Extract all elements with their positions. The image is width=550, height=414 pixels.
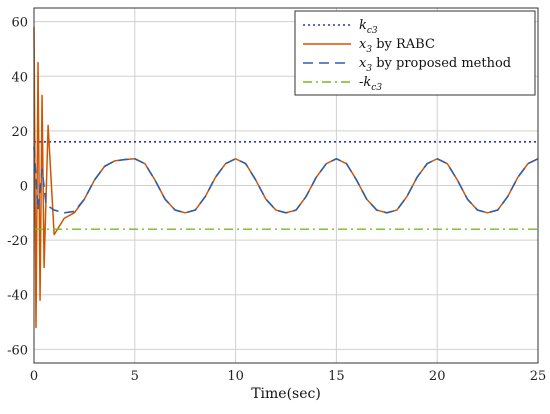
series-group: [33, 27, 539, 329]
x-tick-label: 25: [530, 369, 547, 384]
y-tick-label: -60: [7, 343, 28, 358]
legend-entry-3: x3 by proposed method: [359, 56, 511, 74]
x-axis-label: Time(sec): [251, 386, 321, 402]
legend-entry-4: -kc3: [359, 75, 382, 93]
tick-labels: 0 5 10 15 20 25 -60 -40 -20 0 20 40 60: [7, 16, 546, 384]
y-tick-label: 0: [20, 180, 28, 195]
y-tick-label: -40: [7, 289, 28, 304]
series-line-3: [33, 147, 539, 214]
y-tick-label: 40: [11, 70, 28, 85]
legend-entry-1: kc3: [359, 18, 378, 36]
legend-entry-2: x3 by RABC: [359, 37, 435, 55]
grid: [33, 8, 539, 363]
y-tick-label: -20: [7, 234, 28, 249]
y-tick-label: 20: [11, 125, 28, 140]
y-tick-label: 60: [11, 16, 28, 31]
plot-frame: [33, 7, 539, 364]
x-tick-label: 0: [30, 369, 38, 384]
x-tick-label: 15: [328, 369, 345, 384]
x-tick-label: 20: [429, 369, 446, 384]
x-tick-label: 10: [227, 369, 244, 384]
x-tick-label: 5: [131, 369, 139, 384]
